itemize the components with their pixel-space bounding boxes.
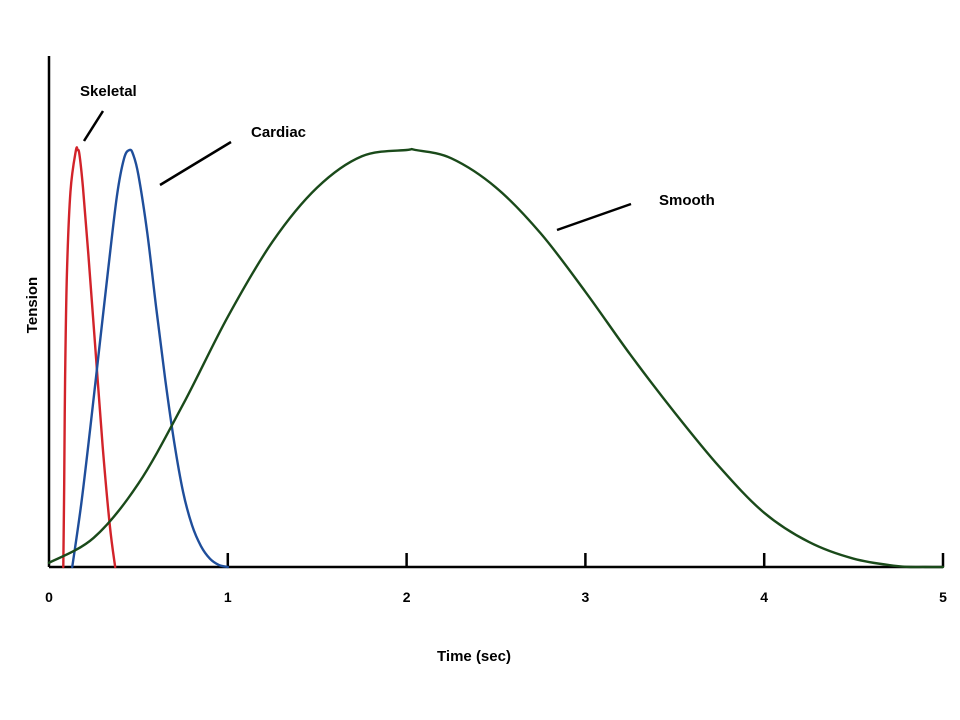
x-tick-label: 5 [939,589,947,605]
x-tick-label: 2 [403,589,411,605]
series-labels: Skeletal Cardiac Smooth [80,83,715,232]
x-tick-label: 4 [760,589,768,605]
series-label-cardiac: Cardiac [251,124,306,141]
series-lines [47,146,945,569]
x-ticks: 0 1 2 3 4 5 [45,553,947,605]
x-tick-label: 3 [582,589,590,605]
series-label-smooth: Smooth [659,192,715,209]
axes [47,56,943,569]
x-tick-label: 1 [224,589,232,605]
leader-line-smooth [556,202,632,232]
series-line-smooth [47,147,945,569]
series-label-skeletal: Skeletal [80,83,137,100]
series-line-cardiac [71,148,229,569]
x-axis-label: Time (sec) [437,648,511,665]
series-line-skeletal [62,146,117,569]
y-axis-label: Tension [24,277,41,333]
x-tick-label: 0 [45,589,53,605]
leader-line-cardiac [159,140,232,187]
leader-line-skeletal [82,110,105,142]
